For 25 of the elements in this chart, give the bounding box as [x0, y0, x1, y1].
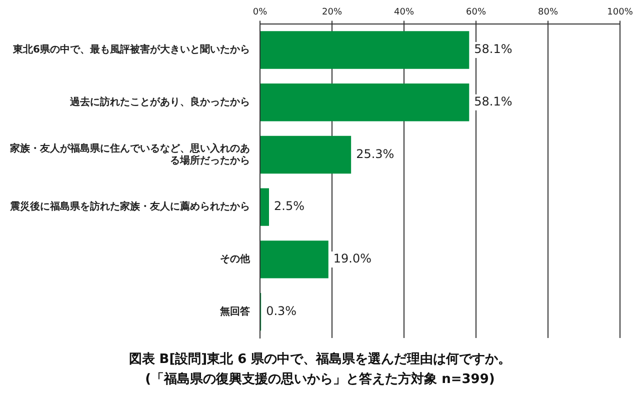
bar — [260, 31, 470, 69]
y-tick-label: 過去に訪れたことがあり、良かったから — [69, 96, 250, 108]
x-tick-label: 20% — [322, 8, 342, 18]
data-label: 58.1% — [474, 42, 512, 56]
x-tick-label: 0% — [252, 8, 268, 18]
y-tick-label: 東北6県の中で、最も風評被害が大きいと聞いたから — [12, 44, 250, 56]
y-tick-label: その他 — [220, 253, 251, 266]
x-tick-label: 40% — [394, 8, 414, 18]
y-tick-label: 無回答 — [219, 305, 251, 318]
y-tick-label: 家族・友人が福島県に住んでいるなど、思い入れのある場所だったから — [9, 142, 250, 166]
y-tick-label: 震災後に福島県を訪れた家族・友人に薦められたから — [9, 200, 250, 213]
text: (「福島県の復興支援の思いから」と答えた方対象 n=399) — [144, 370, 496, 389]
bar — [260, 136, 352, 174]
data-label: 2.5% — [274, 199, 304, 214]
data-label: 25.3% — [356, 146, 394, 161]
x-tick-label: 80% — [538, 8, 558, 18]
x-tick-label: 100% — [607, 8, 634, 18]
x-tick-label: 60% — [466, 8, 486, 18]
bar — [260, 240, 328, 278]
bar — [260, 84, 470, 122]
data-label: 58.1% — [474, 94, 512, 108]
data-label: 19.0% — [333, 252, 372, 266]
data-label: 0.3% — [266, 304, 297, 318]
text: 図表 B[設問]東北 6 県の中で、福島県を選んだ理由は何ですか。 — [128, 351, 512, 369]
bar — [260, 188, 269, 226]
